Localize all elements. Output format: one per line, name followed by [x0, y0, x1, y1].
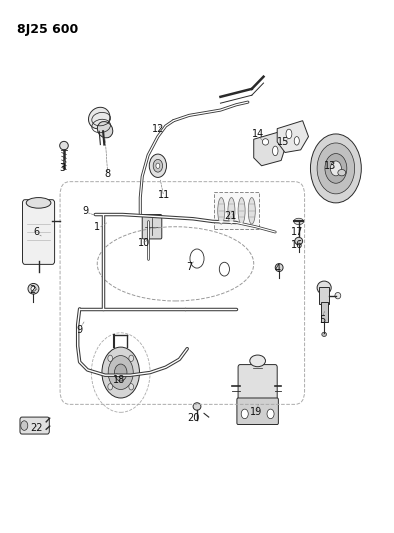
- Text: 16: 16: [291, 240, 303, 251]
- Circle shape: [21, 421, 28, 430]
- Ellipse shape: [338, 169, 346, 176]
- Circle shape: [317, 143, 355, 194]
- Ellipse shape: [97, 122, 113, 138]
- Text: 3: 3: [59, 164, 65, 173]
- Circle shape: [153, 159, 163, 172]
- Text: 22: 22: [30, 423, 43, 433]
- Text: 7: 7: [186, 262, 192, 271]
- Ellipse shape: [26, 198, 51, 208]
- Circle shape: [325, 154, 347, 183]
- Circle shape: [310, 134, 361, 203]
- Circle shape: [241, 409, 248, 419]
- Ellipse shape: [218, 198, 225, 224]
- Text: 1: 1: [94, 222, 100, 232]
- FancyBboxPatch shape: [237, 398, 279, 424]
- Text: 8J25 600: 8J25 600: [17, 22, 78, 36]
- Ellipse shape: [294, 136, 299, 145]
- Text: 6: 6: [33, 227, 40, 237]
- Bar: [214, 192, 258, 229]
- Text: 12: 12: [152, 124, 164, 134]
- Ellipse shape: [250, 355, 266, 367]
- FancyBboxPatch shape: [22, 200, 55, 264]
- Circle shape: [102, 347, 139, 398]
- Text: 2: 2: [30, 285, 36, 295]
- FancyBboxPatch shape: [20, 417, 49, 434]
- Ellipse shape: [28, 284, 39, 294]
- Bar: [319, 287, 329, 304]
- Text: 15: 15: [277, 137, 289, 147]
- Text: 20: 20: [187, 413, 199, 423]
- FancyBboxPatch shape: [238, 365, 277, 405]
- Ellipse shape: [238, 198, 245, 224]
- Ellipse shape: [248, 198, 255, 224]
- Text: 9: 9: [82, 206, 89, 216]
- Text: 11: 11: [158, 190, 170, 200]
- Ellipse shape: [294, 218, 304, 224]
- Ellipse shape: [286, 129, 292, 139]
- Ellipse shape: [193, 403, 201, 410]
- Circle shape: [156, 163, 160, 168]
- Circle shape: [331, 161, 341, 176]
- Ellipse shape: [335, 293, 341, 299]
- Ellipse shape: [59, 141, 68, 150]
- Ellipse shape: [322, 332, 327, 336]
- Ellipse shape: [89, 107, 110, 129]
- Circle shape: [108, 355, 113, 361]
- Text: 13: 13: [324, 161, 336, 171]
- Circle shape: [129, 355, 134, 361]
- Text: 8: 8: [104, 169, 110, 179]
- FancyBboxPatch shape: [142, 215, 162, 239]
- Text: 18: 18: [113, 375, 125, 385]
- Text: 5: 5: [319, 314, 325, 325]
- Circle shape: [149, 154, 167, 177]
- Circle shape: [129, 384, 134, 390]
- Text: 14: 14: [251, 129, 264, 139]
- Circle shape: [114, 364, 127, 381]
- Polygon shape: [254, 131, 286, 166]
- Ellipse shape: [31, 286, 36, 291]
- Text: 17: 17: [290, 227, 303, 237]
- Polygon shape: [277, 120, 309, 152]
- Bar: [321, 302, 328, 322]
- Circle shape: [108, 356, 133, 390]
- Text: 9: 9: [76, 325, 83, 335]
- Ellipse shape: [317, 281, 331, 294]
- Ellipse shape: [295, 237, 303, 245]
- Ellipse shape: [273, 146, 278, 156]
- Text: 19: 19: [249, 407, 262, 417]
- Ellipse shape: [262, 139, 269, 145]
- Ellipse shape: [275, 264, 283, 271]
- Text: 4: 4: [274, 264, 280, 274]
- Circle shape: [108, 384, 113, 390]
- Text: 10: 10: [138, 238, 150, 248]
- Circle shape: [267, 409, 274, 419]
- Ellipse shape: [228, 198, 235, 224]
- Text: 21: 21: [224, 211, 236, 221]
